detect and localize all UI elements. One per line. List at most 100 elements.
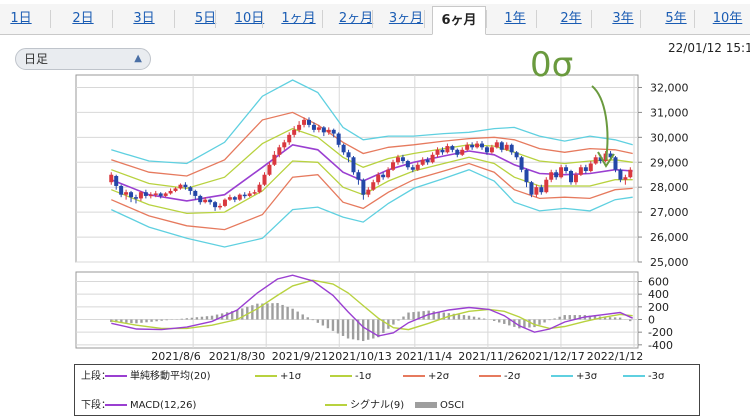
osci-bar [110, 319, 113, 323]
legend-swatch [105, 375, 127, 377]
legend-label: シグナル(9) [350, 400, 405, 411]
candle-up [465, 144, 470, 150]
legend-label: +3σ [576, 371, 598, 382]
tab-11[interactable]: 2年 [560, 11, 582, 26]
timestamp: 22/01/12 15:1 [668, 41, 750, 55]
interval-select-value: 日足 [24, 52, 49, 66]
osci-bar [593, 316, 597, 320]
candle-down [114, 175, 119, 186]
osci-bar [140, 319, 143, 323]
candle-up [277, 147, 282, 155]
candle-up [237, 194, 242, 200]
tab-separator [591, 10, 592, 28]
tab-6[interactable]: 1ヶ月 [281, 11, 316, 26]
candle-up [435, 149, 440, 155]
candle-down [440, 149, 445, 153]
legend-swatch [325, 404, 347, 406]
candle-up [544, 179, 549, 193]
tab-separator [694, 10, 695, 28]
osci-bar [397, 319, 400, 321]
legend-item: MACD(12,26) [105, 397, 196, 415]
upper-ytick-label: 26,000 [650, 231, 689, 244]
candle-down [336, 133, 341, 145]
candle-down [213, 202, 218, 208]
candle-up [178, 184, 183, 189]
osci-bar [326, 319, 330, 329]
tab-3[interactable]: 3日 [133, 11, 155, 26]
legend-item: シグナル(9) [325, 397, 404, 415]
candle-down [129, 192, 134, 198]
macd-line [111, 274, 633, 337]
candle-down [524, 169, 529, 183]
lower-ytick-label: -400 [648, 339, 673, 352]
osci-bar [548, 319, 551, 321]
candle-up [628, 169, 633, 178]
tab-separator [486, 10, 487, 28]
osci-bar [331, 319, 335, 331]
lower-ytick-label: 200 [648, 301, 669, 314]
tab-1[interactable]: 1日 [10, 11, 32, 26]
osci-bar [608, 317, 612, 320]
osci-bar [190, 317, 194, 320]
candle-up [222, 199, 227, 206]
candle-down [480, 143, 485, 148]
tab-separator [424, 10, 425, 28]
band-line-p2 [111, 111, 633, 177]
osci-bar [462, 315, 466, 320]
candle-up [257, 184, 262, 193]
x-tick-label: 2021/8/6 [151, 350, 200, 363]
candle-down [598, 157, 603, 162]
osci-bar [251, 305, 254, 320]
tab-separator [372, 10, 373, 28]
candle-down [193, 190, 198, 196]
x-tick-label: 2021/9/21 [272, 350, 328, 363]
candle-down [232, 197, 237, 200]
osci-bar [316, 319, 320, 323]
candle-down [583, 167, 588, 171]
interval-select[interactable]: 日足 ▲ [15, 48, 151, 70]
band-line-m1 [111, 156, 633, 215]
osci-bar [457, 314, 461, 320]
candle-up [138, 192, 143, 199]
tab-12[interactable]: 3年 [612, 11, 634, 26]
osci-bar [276, 303, 279, 320]
osci-bar [498, 319, 501, 323]
legend-label: +1σ [280, 371, 302, 382]
candle-down [133, 197, 138, 199]
candle-down [455, 149, 460, 155]
upper-ytick-label: 30,000 [650, 131, 689, 144]
candle-up [287, 134, 292, 143]
tab-7[interactable]: 2ヶ月 [338, 11, 374, 26]
osci-bar [472, 316, 476, 320]
candle-up [163, 193, 168, 196]
osci-bar [392, 319, 395, 325]
osci-bar [467, 315, 471, 320]
candle-up [302, 119, 307, 125]
x-tick-label: 2021/12/17 [521, 350, 584, 363]
candle-up [504, 144, 509, 150]
tab-14[interactable]: 10年 [712, 11, 743, 26]
osci-bar [236, 310, 239, 320]
osci-bar [321, 319, 325, 326]
candle-down [470, 144, 475, 148]
tab-9[interactable]: 6ヶ月 [432, 6, 486, 35]
upper-ytick-label: 31,000 [650, 106, 689, 119]
candle-up [168, 190, 173, 194]
legend-upper-row: 上段： 単純移動平均(20) +1σ -1σ +2σ -2σ +3σ -3σ [75, 368, 699, 386]
tab-13[interactable]: 5年 [665, 11, 687, 26]
candle-up [445, 146, 450, 153]
tab-2[interactable]: 2日 [72, 11, 94, 26]
osci-bar [281, 304, 284, 320]
tab-10[interactable]: 1年 [504, 11, 526, 26]
candle-down [450, 146, 455, 150]
osci-bar [150, 319, 153, 322]
tab-4[interactable]: 5日 [194, 11, 217, 26]
tab-5[interactable]: 10日 [234, 11, 265, 26]
tab-8[interactable]: 3ヶ月 [388, 11, 424, 26]
osci-bar [482, 318, 486, 320]
candle-down [405, 161, 410, 168]
osci-bar [200, 316, 204, 320]
osci-bar [336, 319, 340, 334]
candle-up [573, 174, 578, 183]
